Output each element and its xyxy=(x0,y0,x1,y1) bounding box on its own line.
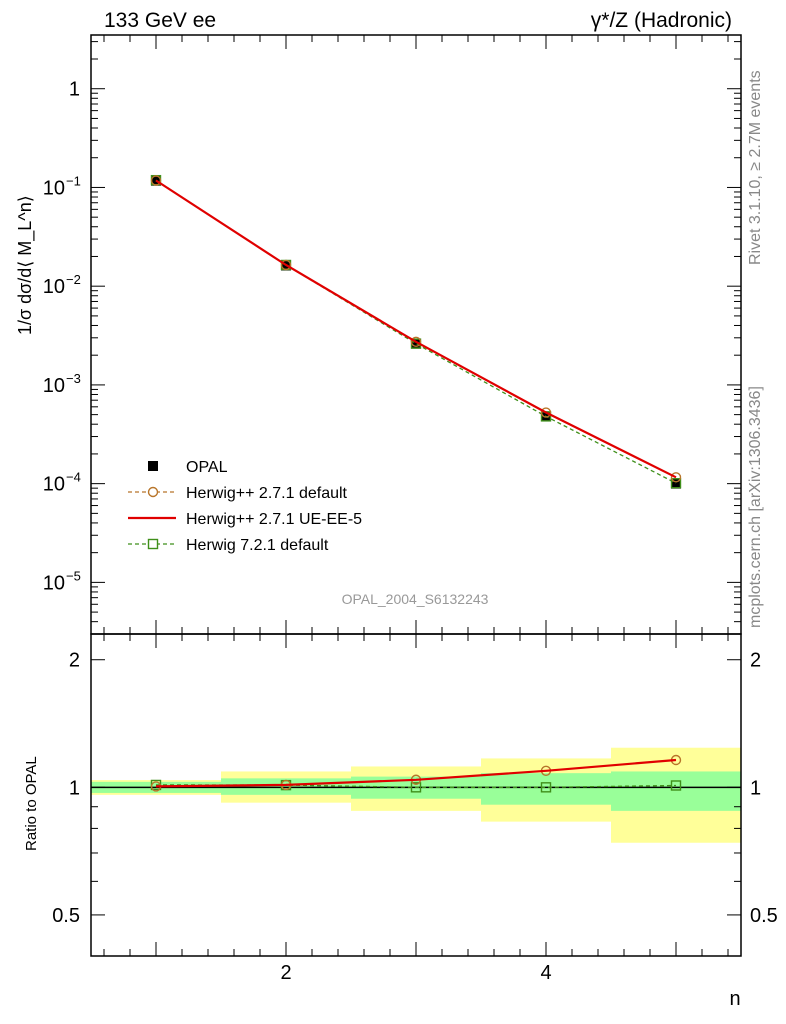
main-series-3-line xyxy=(155,179,677,484)
main-y-tick-label: 10 xyxy=(43,375,65,397)
x-axis-label: n xyxy=(729,988,740,1010)
ratio-y-tick-label-right: 2 xyxy=(750,650,761,672)
main-y-tick-label: 10 xyxy=(43,177,65,199)
ratio-y-tick-label: 0.5 xyxy=(52,905,80,927)
main-axes: 110−110−210−310−410−5 xyxy=(43,34,742,635)
ratio-series-2-point xyxy=(670,780,682,791)
main-y-tick-label-exponent: −4 xyxy=(66,470,81,485)
legend-label-1: Herwig++ 2.7.1 default xyxy=(186,485,348,502)
left-title: 133 GeV ee xyxy=(104,9,216,32)
main-y-tick-label: 10 xyxy=(43,474,65,496)
ratio-series-layer xyxy=(150,754,682,793)
main-y-tick-label: 1 xyxy=(69,79,80,101)
main-series-1-point xyxy=(410,336,422,348)
main-series-0-point xyxy=(411,338,421,349)
main-y-tick-label-exponent: −3 xyxy=(66,371,81,386)
uncertainty-band-inner xyxy=(481,773,611,805)
legend-marker-1 xyxy=(147,486,159,498)
main-series-1-point xyxy=(280,259,292,271)
ratio-series-2-point xyxy=(410,782,422,793)
x-tick-label: 4 xyxy=(540,962,551,984)
ratio-y-tick-label: 2 xyxy=(69,650,80,672)
main-ylabel: 1/σ dσ/d⟨ M_L^n⟩ xyxy=(15,195,36,335)
main-series-1-point xyxy=(150,175,162,186)
uncertainty-band-inner xyxy=(611,771,741,811)
main-y-tick-label: 10 xyxy=(43,276,65,298)
main-series-0-point xyxy=(671,478,681,489)
ratio-y-tick-label-right: 0.5 xyxy=(750,905,778,927)
legend-marker-3 xyxy=(147,538,159,550)
main-y-tick-label-exponent: −5 xyxy=(66,568,81,583)
main-series-3-point xyxy=(670,478,682,489)
mcplots-label: mcplots.cern.ch [arXiv:1306.3436] xyxy=(747,386,764,628)
rivet-label: Rivet 3.1.10, ≥ 2.7M events xyxy=(747,70,764,265)
ratio-series-2-point xyxy=(540,782,552,793)
main-series-1-point xyxy=(670,472,682,483)
right-title: γ*/Z (Hadronic) xyxy=(591,9,732,32)
legend-label-2: Herwig++ 2.7.1 UE-EE-5 xyxy=(186,511,362,528)
main-y-tick-label-exponent: −2 xyxy=(66,272,81,287)
x-tick-label: 2 xyxy=(280,962,291,984)
ratio-series-1-line xyxy=(155,758,677,788)
main-y-tick-label: 10 xyxy=(43,572,65,594)
main-y-tick-label-exponent: −1 xyxy=(66,173,81,188)
main-series-2-line xyxy=(155,179,677,479)
ratio-y-tick-label-right: 1 xyxy=(750,777,761,799)
legend-label-3: Herwig 7.2.1 default xyxy=(186,537,329,554)
main-series-1-point xyxy=(540,407,552,418)
legend-marker-0 xyxy=(148,461,158,471)
ratio-ylabel: Ratio to OPAL xyxy=(23,756,40,851)
main-series-1-line xyxy=(155,179,677,478)
legend-label-0: OPAL xyxy=(186,459,228,476)
legend: OPAL Herwig++ 2.7.1 default Herwig++ 2.7.1… xyxy=(128,459,362,554)
watermark: OPAL_2004_S6132243 xyxy=(342,591,489,607)
main-series-layer xyxy=(150,174,682,489)
ratio-y-tick-label: 1 xyxy=(69,777,80,799)
ratio-axes: 0.5 0.5 1 1 2 2 2 4 xyxy=(52,633,778,984)
